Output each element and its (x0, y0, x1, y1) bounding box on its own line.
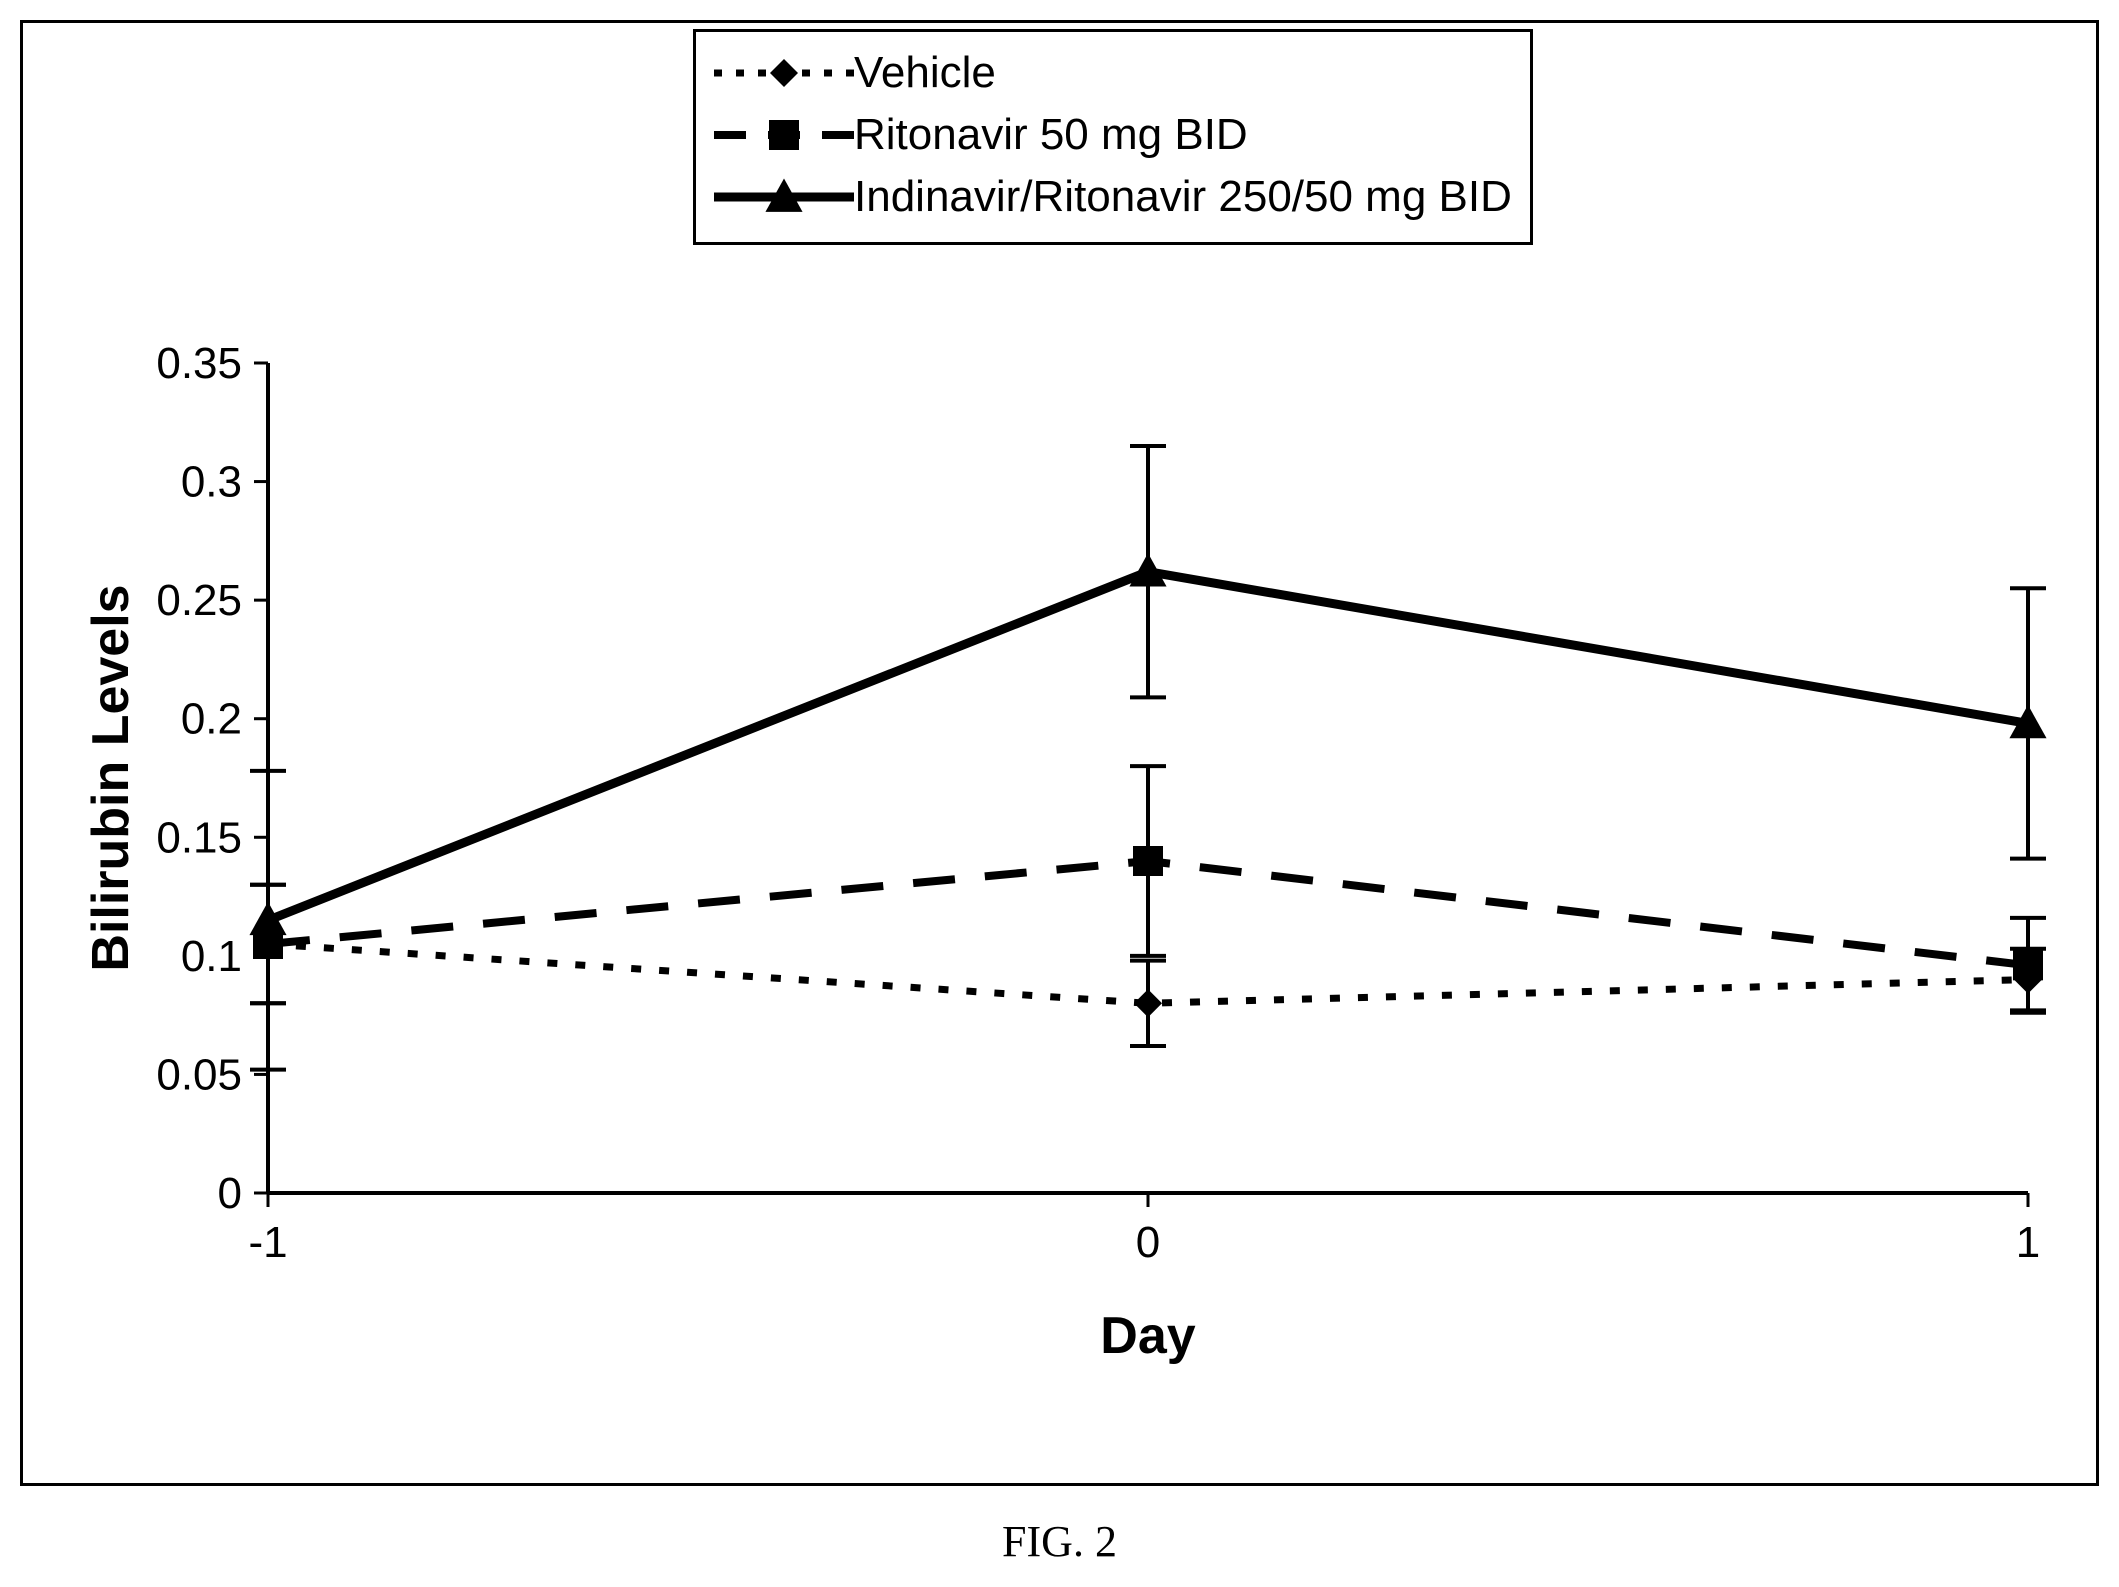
y-tick-label: 0.3 (181, 458, 242, 507)
x-tick-label: -1 (248, 1218, 287, 1267)
x-tick-label: 0 (1136, 1218, 1160, 1267)
data-point-marker (1134, 989, 1162, 1017)
figure-container: VehicleRitonavir 50 mg BIDIndinavir/Rito… (20, 20, 2099, 1567)
x-tick-label: 1 (2016, 1218, 2040, 1267)
y-tick-label: 0.25 (156, 576, 242, 625)
y-tick-label: 0.05 (156, 1050, 242, 1099)
y-tick-label: 0.35 (156, 339, 242, 388)
data-point-marker (1133, 846, 1163, 876)
y-tick-label: 0.1 (181, 932, 242, 981)
line-chart: 00.050.10.150.20.250.30.35-101Bilirubin … (23, 23, 2096, 1483)
figure-caption: FIG. 2 (20, 1516, 2099, 1567)
chart-outer-border: VehicleRitonavir 50 mg BIDIndinavir/Rito… (20, 20, 2099, 1486)
y-tick-label: 0 (218, 1169, 242, 1218)
y-tick-label: 0.2 (181, 695, 242, 744)
x-axis-title: Day (1100, 1307, 1195, 1365)
y-axis-title: Bilirubin Levels (82, 584, 140, 971)
data-point-marker (2013, 950, 2043, 980)
y-tick-label: 0.15 (156, 813, 242, 862)
